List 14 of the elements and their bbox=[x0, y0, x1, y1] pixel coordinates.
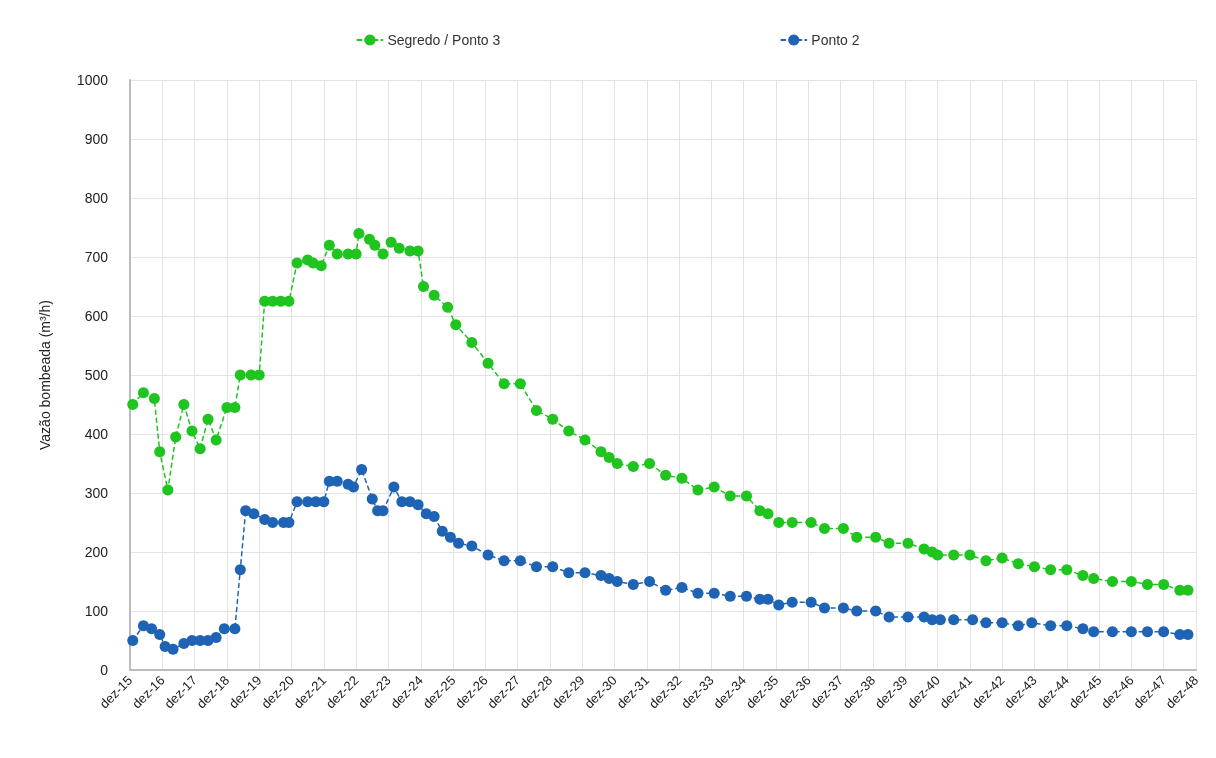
y-tick-label: 500 bbox=[84, 367, 109, 383]
y-tick-label: 800 bbox=[84, 190, 109, 206]
y-tick-label: 600 bbox=[84, 308, 109, 324]
y-tick-label: 300 bbox=[84, 485, 109, 501]
y-tick-label: 400 bbox=[84, 426, 109, 442]
y-axis-title: Vazão bombeada (m³/h) bbox=[37, 300, 53, 450]
y-tick-label: 0 bbox=[100, 662, 109, 678]
y-tick-label: 1000 bbox=[76, 72, 109, 88]
y-tick-label: 700 bbox=[84, 249, 109, 265]
legend-label: Ponto 2 bbox=[811, 32, 860, 48]
y-tick-label: 200 bbox=[84, 544, 109, 560]
y-tick-label: 100 bbox=[84, 603, 109, 619]
y-tick-label: 900 bbox=[84, 131, 109, 147]
legend-label: Segredo / Ponto 3 bbox=[387, 32, 501, 48]
